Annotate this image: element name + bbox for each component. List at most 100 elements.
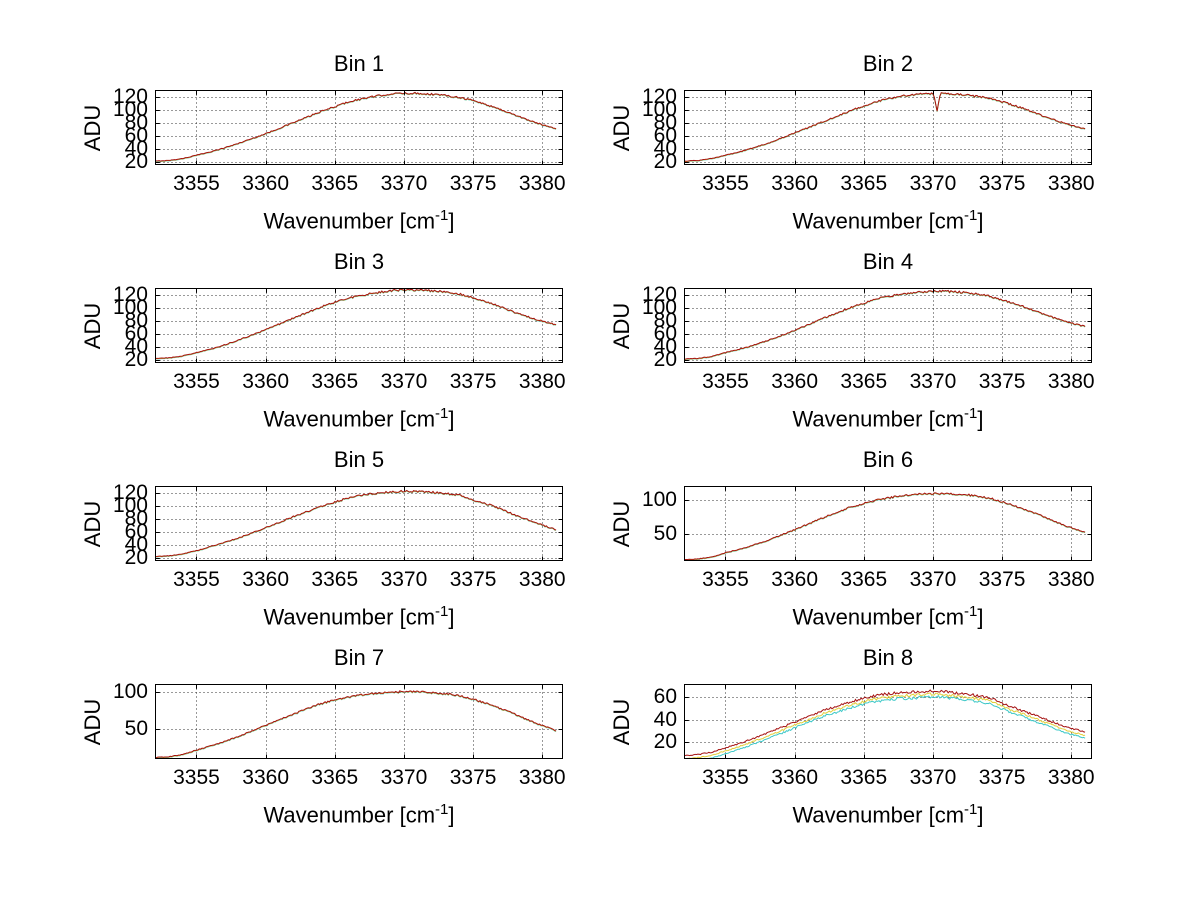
x-tick-label: 3380 [518,568,566,591]
x-tick-label: 3375 [449,172,497,195]
x-tick-label: 3375 [449,370,497,393]
y-tick-label: 100 [112,493,148,517]
x-tick-label: 3365 [840,172,888,195]
y-tick-label: 60 [124,321,148,345]
y-tick-label: 120 [641,84,677,108]
x-axis-label-bracket: ] [977,208,984,234]
y-tick-label: 20 [653,149,677,173]
y-tick-label: 100 [112,97,148,121]
x-axis-label-text: Wavenumber [cm [263,406,436,432]
plot-area-bin-6 [684,486,1092,561]
x-tick-label: 3360 [242,172,289,195]
x-axis-label-exponent: -1 [435,801,449,818]
series-line-yellow [155,690,557,759]
axis-box [684,486,1092,561]
y-tick-label: 20 [124,347,148,371]
series-line-cyan [684,290,1086,361]
x-axis-label-exponent: -1 [964,801,978,818]
axis-box [684,90,1092,165]
x-axis-label-exponent: -1 [435,405,449,422]
x-tick-label: 3370 [380,766,428,789]
axis-box [684,288,1092,363]
x-axis-label: Wavenumber [cm-1] [684,795,1092,830]
x-tick-label: 3380 [518,766,566,789]
y-tick-label: 100 [112,679,148,703]
x-axis-label: Wavenumber [cm-1] [684,597,1092,632]
subplot-title: Bin 4 [862,249,914,274]
y-tick-label: 40 [653,334,677,358]
x-tick-label: 3370 [909,172,957,195]
plot-area-bin-5 [155,486,563,561]
y-tick-label: 60 [124,519,148,543]
x-axis-label: Wavenumber [cm-1] [155,399,563,434]
y-tick-label: 20 [653,347,677,371]
x-axis-label-text: Wavenumber [cm [792,406,965,432]
y-tick-label: 60 [124,123,148,147]
subplot-title: Bin 3 [333,249,385,274]
series-line-cyan [155,92,557,163]
x-axis-label: Wavenumber [cm-1] [155,795,563,830]
plot-area-bin-4 [684,288,1092,363]
y-tick-label: 20 [124,149,148,173]
x-tick-label: 3355 [702,568,749,591]
series-line-yellow [155,92,557,162]
x-tick-label: 3355 [173,568,220,591]
series-line-red [684,492,1086,561]
x-axis-label-bracket: ] [448,604,455,630]
x-tick-label: 3370 [909,370,957,393]
x-axis-label-exponent: -1 [964,405,978,422]
x-tick-label: 3370 [380,568,428,591]
x-axis-label-text: Wavenumber [cm [792,802,965,828]
plot-area-bin-3 [155,288,563,363]
x-tick-label: 3380 [1047,766,1095,789]
series-line-cyan [684,492,1086,561]
x-tick-label: 3370 [380,370,428,393]
y-tick-label: 60 [653,685,677,709]
x-tick-label: 3370 [909,766,957,789]
axis-box [155,684,563,759]
y-tick-label: 40 [653,707,677,731]
x-tick-label: 3355 [173,766,220,789]
x-tick-label: 3365 [311,568,359,591]
series-line-cyan [155,490,557,558]
x-axis-label-exponent: -1 [964,207,978,224]
series-line-yellow [155,490,557,558]
subplot-title: Bin 1 [333,51,385,76]
x-tick-label: 3375 [978,766,1026,789]
series-line-yellow [684,492,1086,561]
x-tick-label: 3375 [978,172,1026,195]
series-line-red [155,91,557,162]
x-tick-label: 3380 [1047,370,1095,393]
y-tick-label: 100 [641,97,677,121]
x-tick-label: 3365 [840,370,888,393]
y-tick-label: 80 [653,110,677,134]
y-tick-label: 100 [641,295,677,319]
series-line-red [155,288,557,359]
y-tick-label: 40 [124,532,148,556]
x-tick-label: 3380 [518,370,566,393]
x-axis-label: Wavenumber [cm-1] [155,597,563,632]
x-tick-label: 3380 [518,172,566,195]
axis-box [155,486,563,561]
x-axis-label: Wavenumber [cm-1] [155,201,563,236]
x-tick-label: 3360 [242,568,289,591]
subplot-bin-6: Bin 6 ADU Wavenumber [cm-1] 50 100 3355 336… [584,441,1124,641]
x-tick-label: 3355 [173,370,220,393]
series-line-cyan [684,92,1086,163]
axis-box [155,288,563,363]
subplot-title: Bin 5 [333,447,385,472]
plot-area-bin-7 [155,684,563,759]
series-line-red [155,690,557,759]
x-tick-label: 3375 [449,766,497,789]
x-axis-label-bracket: ] [977,406,984,432]
series-line-yellow [684,692,1086,759]
x-tick-label: 3375 [978,568,1026,591]
x-axis-label-exponent: -1 [964,603,978,620]
x-tick-label: 3365 [311,172,359,195]
x-tick-label: 3360 [771,370,818,393]
y-tick-label: 80 [124,110,148,134]
x-tick-label: 3360 [771,766,818,789]
y-tick-label: 100 [112,295,148,319]
gridlines [155,90,563,165]
x-tick-label: 3355 [702,370,749,393]
